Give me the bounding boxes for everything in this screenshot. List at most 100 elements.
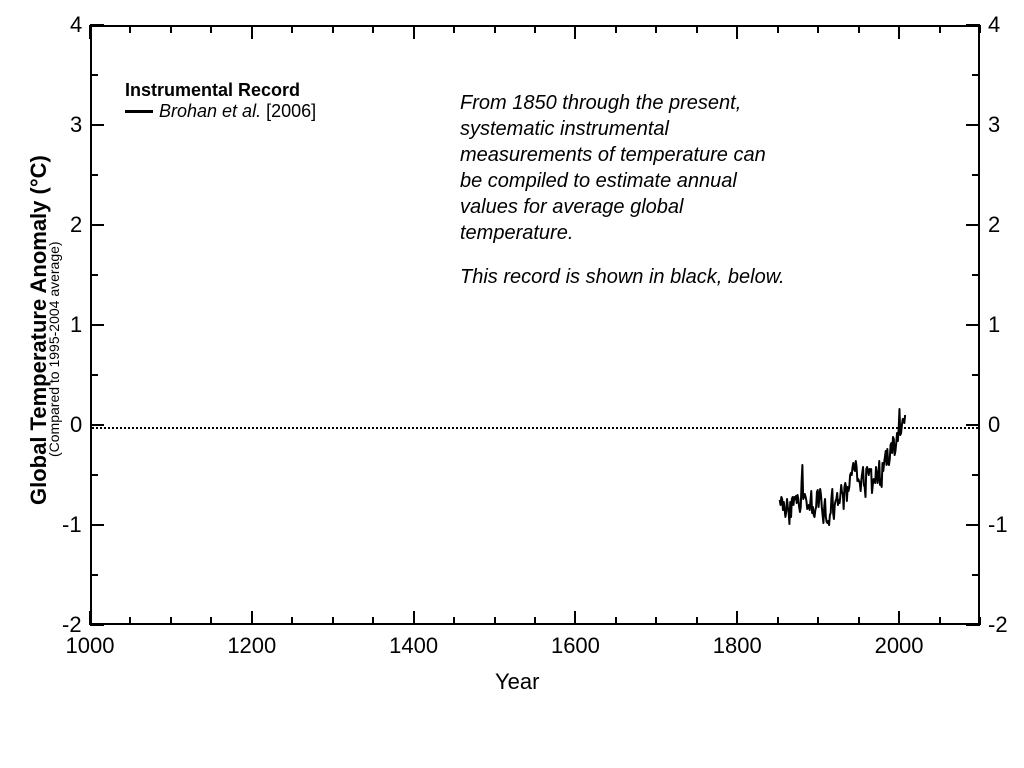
legend-source-year: [2006]: [266, 101, 316, 121]
y-tick-left: [90, 324, 104, 326]
x-tick-top: [534, 25, 536, 33]
x-tick-top: [89, 25, 91, 39]
x-tick: [129, 617, 131, 625]
y-tick-left: [90, 74, 98, 76]
y-tick-left: [90, 24, 104, 26]
x-tick-top: [696, 25, 698, 33]
y-tick-label-right: 3: [988, 112, 1000, 138]
y-axis-subtitle: (Compared to 1995-2004 average): [46, 241, 62, 457]
y-tick-left: [90, 624, 104, 626]
x-tick: [372, 617, 374, 625]
x-tick: [696, 617, 698, 625]
x-tick: [858, 617, 860, 625]
y-tick-right: [966, 24, 980, 26]
x-tick: [898, 611, 900, 625]
figure: Global Temperature Anomaly (°C) (Compare…: [0, 0, 1024, 768]
x-tick-top: [372, 25, 374, 33]
x-tick-top: [777, 25, 779, 33]
y-tick-left: [90, 474, 98, 476]
y-tick-left: [90, 374, 98, 376]
annotation-paragraph-2: This record is shown in black, below.: [460, 264, 790, 290]
x-tick: [534, 617, 536, 625]
x-tick: [574, 611, 576, 625]
x-tick-top: [413, 25, 415, 39]
x-tick: [777, 617, 779, 625]
y-axis-subtitle-text: (Compared to 1995-2004 average): [46, 241, 62, 457]
legend-swatch-line-icon: [125, 110, 153, 113]
y-tick-right: [966, 624, 980, 626]
y-tick-label-left: 0: [70, 412, 82, 438]
legend: Instrumental Record Brohan et al. [2006]: [125, 80, 316, 122]
x-tick: [251, 611, 253, 625]
y-tick-right: [972, 274, 980, 276]
x-tick-top: [291, 25, 293, 33]
x-tick-top: [574, 25, 576, 39]
x-axis-title: Year: [495, 669, 539, 695]
legend-source-name: Brohan et al.: [159, 101, 261, 121]
y-tick-right: [972, 74, 980, 76]
legend-item: Brohan et al. [2006]: [125, 101, 316, 122]
y-tick-label-right: 4: [988, 12, 1000, 38]
x-tick: [939, 617, 941, 625]
x-tick: [170, 617, 172, 625]
y-tick-left: [90, 124, 104, 126]
x-tick-top: [615, 25, 617, 33]
legend-title: Instrumental Record: [125, 80, 316, 101]
annotation-spacer: [460, 246, 790, 264]
x-tick-top: [979, 25, 981, 33]
y-tick-left: [90, 224, 104, 226]
y-tick-right: [966, 124, 980, 126]
x-tick-top: [494, 25, 496, 33]
y-tick-label-right: -2: [988, 612, 1008, 638]
x-tick-top: [453, 25, 455, 33]
x-tick: [332, 617, 334, 625]
y-tick-right: [972, 474, 980, 476]
x-tick: [291, 617, 293, 625]
x-tick-label: 1600: [551, 633, 600, 659]
y-tick-left: [90, 424, 104, 426]
y-tick-right: [972, 174, 980, 176]
x-tick: [494, 617, 496, 625]
annotation-text: From 1850 through the present, systemati…: [460, 90, 790, 290]
x-tick-top: [817, 25, 819, 33]
y-tick-right: [972, 374, 980, 376]
x-tick: [453, 617, 455, 625]
y-tick-right: [966, 224, 980, 226]
x-tick-top: [170, 25, 172, 33]
y-tick-label-right: 1: [988, 312, 1000, 338]
x-tick: [736, 611, 738, 625]
x-tick-top: [129, 25, 131, 33]
y-tick-label-right: 2: [988, 212, 1000, 238]
y-tick-label-left: -2: [62, 612, 82, 638]
x-tick-label: 1400: [389, 633, 438, 659]
x-tick-top: [251, 25, 253, 39]
x-tick-top: [858, 25, 860, 33]
series-polyline: [780, 409, 905, 525]
y-tick-label-right: 0: [988, 412, 1000, 438]
y-tick-label-left: 1: [70, 312, 82, 338]
x-tick: [615, 617, 617, 625]
x-tick: [413, 611, 415, 625]
annotation-paragraph-1: From 1850 through the present, systemati…: [460, 90, 790, 246]
x-tick: [89, 611, 91, 625]
y-tick-right: [966, 324, 980, 326]
y-tick-right: [966, 524, 980, 526]
x-tick-label: 2000: [875, 633, 924, 659]
x-tick: [210, 617, 212, 625]
y-tick-label-right: -1: [988, 512, 1008, 538]
x-tick: [817, 617, 819, 625]
x-tick-label: 1200: [227, 633, 276, 659]
x-tick-top: [210, 25, 212, 33]
y-tick-left: [90, 274, 98, 276]
x-tick: [655, 617, 657, 625]
x-tick-top: [655, 25, 657, 33]
x-tick-top: [939, 25, 941, 33]
x-tick-top: [332, 25, 334, 33]
y-tick-left: [90, 174, 98, 176]
y-tick-left: [90, 574, 98, 576]
x-axis-title-text: Year: [495, 669, 539, 694]
y-tick-label-left: 4: [70, 12, 82, 38]
x-tick-label: 1800: [713, 633, 762, 659]
y-tick-label-left: 2: [70, 212, 82, 238]
y-tick-left: [90, 524, 104, 526]
